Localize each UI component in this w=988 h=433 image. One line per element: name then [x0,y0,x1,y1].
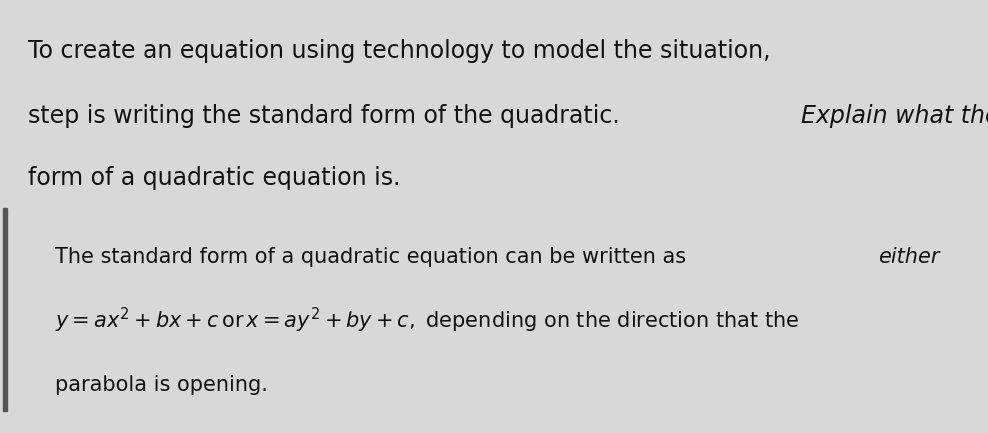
Text: The standard form of a quadratic equation can be written as: The standard form of a quadratic equatio… [55,247,693,267]
Text: Explain what the standard: Explain what the standard [801,104,988,128]
Text: $y = ax^2 + bx + c$$\,\mathrm{or}\,$$x = ay^2 + by + c$$,$ depending on the dire: $y = ax^2 + bx + c$$\,\mathrm{or}\,$$x =… [55,306,799,335]
Text: To create an equation using technology to model the situation,: To create an equation using technology t… [28,39,778,63]
Text: form of a quadratic equation is.: form of a quadratic equation is. [28,166,400,190]
Text: either: either [878,247,940,267]
Text: parabola is opening.: parabola is opening. [55,375,268,395]
Bar [3,208,7,411]
Text: step is writing the standard form of the quadratic.: step is writing the standard form of the… [28,104,627,128]
